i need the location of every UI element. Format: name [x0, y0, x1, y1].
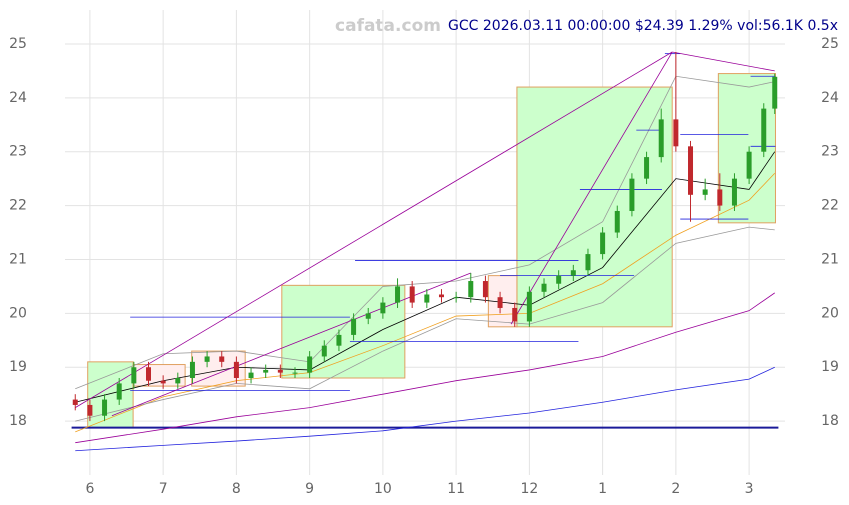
candle-body [395, 286, 401, 303]
candle-body [717, 189, 723, 206]
candle-body [145, 367, 151, 381]
candle-body [131, 367, 137, 384]
x-tick-label: 10 [374, 481, 392, 497]
candle-body [365, 313, 371, 319]
y2-tick-label: 20 [821, 305, 839, 321]
candle-body [321, 345, 327, 357]
y2-tick-label: 25 [821, 36, 839, 52]
x-tick-label: 7 [159, 481, 168, 497]
candle-body [453, 297, 459, 299]
y-tick-label: 19 [9, 359, 27, 375]
candle-body [673, 119, 679, 147]
y-tick-label: 24 [9, 90, 27, 106]
candle-body [526, 291, 532, 322]
x-tick-label: 6 [85, 481, 94, 497]
candle-body [351, 318, 357, 335]
zone-box [717, 73, 776, 224]
candle-body [541, 283, 547, 292]
candle-body [644, 157, 650, 179]
y-tick-label: 21 [9, 251, 27, 267]
candle-body [307, 356, 313, 373]
candle-body [263, 369, 269, 373]
candle-body [189, 361, 195, 379]
candle-body [204, 356, 210, 362]
x-tick-label: 11 [447, 481, 465, 497]
candle-body [438, 294, 444, 298]
y-tick-label: 23 [9, 144, 27, 160]
candle-body [87, 404, 93, 416]
zone-box [281, 284, 406, 379]
candle-body [219, 356, 225, 362]
candle-body [277, 369, 283, 373]
candle-body [116, 383, 122, 400]
candle-body [482, 281, 488, 298]
y2-tick-label: 23 [821, 144, 839, 160]
candle-body [772, 76, 778, 109]
candle-body [248, 372, 254, 379]
candle-body [409, 286, 415, 303]
candle-body [175, 378, 181, 384]
trend-line [672, 51, 775, 72]
x-tick-label: 1 [598, 481, 607, 497]
candle-body [102, 399, 108, 416]
y2-tick-label: 18 [821, 413, 839, 429]
candle-body [688, 146, 694, 195]
trend-line [75, 51, 673, 408]
candle-body [746, 151, 752, 179]
candle-body [424, 294, 430, 303]
y-tick-label: 22 [9, 198, 27, 214]
x-tick-label: 9 [305, 481, 314, 497]
candle-body [731, 178, 737, 206]
candle-body [336, 334, 342, 346]
trend-line [510, 51, 673, 325]
y2-tick-label: 24 [821, 90, 839, 106]
candle-body [614, 210, 620, 233]
candle-body [160, 380, 166, 384]
zone-box [516, 86, 673, 328]
candle-body [468, 281, 474, 298]
y-tick-label: 18 [9, 413, 27, 429]
candle-body [702, 189, 708, 195]
x-tick-label: 2 [671, 481, 680, 497]
y-tick-label: 25 [9, 36, 27, 52]
watermark: cafata.com [335, 16, 441, 36]
x-tick-label: 12 [520, 481, 538, 497]
y2-tick-label: 19 [821, 359, 839, 375]
x-tick-label: 8 [232, 481, 241, 497]
chart-title: GCC 2026.03.11 00:00:00 $24.39 1.29% vol… [448, 18, 838, 34]
indicator-line [75, 75, 775, 390]
y2-tick-label: 22 [821, 198, 839, 214]
candle-body [585, 254, 591, 271]
candle-body [658, 119, 664, 158]
y2-tick-label: 21 [821, 251, 839, 267]
indicator-line [75, 172, 776, 433]
candle-body [512, 307, 518, 322]
zone-box [87, 361, 134, 429]
indicator-line [75, 366, 775, 452]
indicator-line [75, 292, 775, 444]
candle-body [497, 297, 503, 308]
candle-body [556, 275, 562, 284]
y-tick-label: 20 [9, 305, 27, 321]
candle-body [72, 399, 78, 405]
candle-body [380, 302, 386, 314]
candle-body [233, 361, 239, 379]
candle-body [600, 232, 606, 255]
x-tick-label: 3 [745, 481, 754, 497]
candle-body [292, 372, 298, 374]
candle-body [629, 178, 635, 211]
candle-body [570, 270, 576, 276]
candle-body [761, 108, 767, 152]
indicator-line [75, 226, 775, 422]
